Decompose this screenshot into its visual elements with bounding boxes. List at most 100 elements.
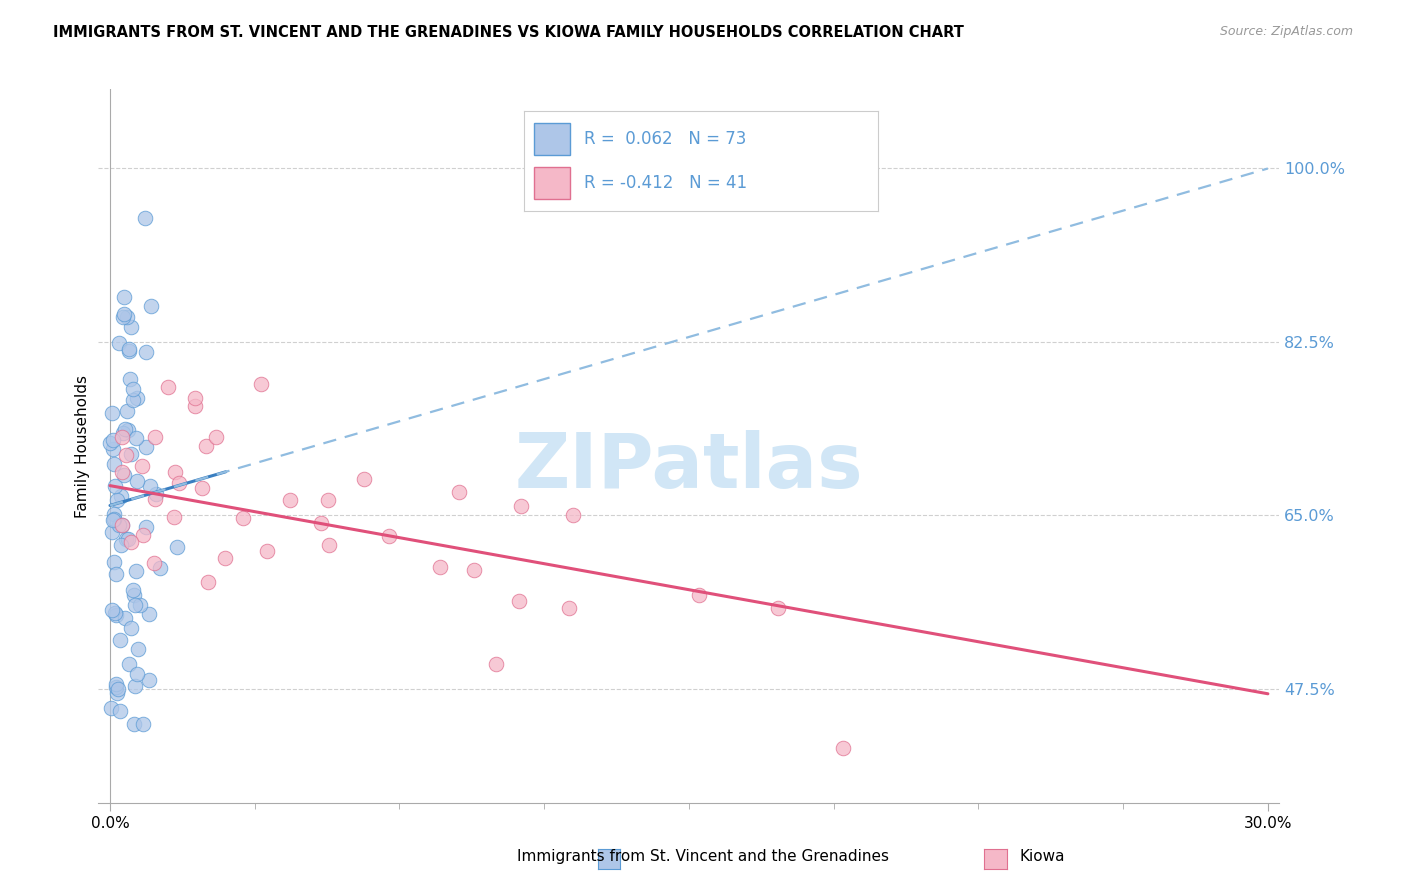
Point xyxy=(232,511,254,525)
Point xyxy=(139,299,162,313)
Point xyxy=(191,481,214,495)
Point xyxy=(105,686,128,700)
Point xyxy=(124,598,146,612)
Point xyxy=(108,336,131,351)
Point xyxy=(112,290,135,304)
Point xyxy=(353,472,375,486)
Point xyxy=(105,607,128,622)
Point xyxy=(117,423,139,437)
Point xyxy=(205,430,228,444)
Point xyxy=(311,516,333,530)
Point xyxy=(378,529,401,543)
Point xyxy=(132,528,155,542)
Point xyxy=(125,667,148,681)
Point xyxy=(100,701,122,715)
Point xyxy=(120,447,142,461)
Point xyxy=(118,343,141,358)
Point xyxy=(122,716,145,731)
Text: IMMIGRANTS FROM ST. VINCENT AND THE GRENADINES VS KIOWA FAMILY HOUSEHOLDS CORREL: IMMIGRANTS FROM ST. VINCENT AND THE GREN… xyxy=(53,25,965,40)
Point xyxy=(108,704,131,718)
Point xyxy=(108,518,131,533)
Point xyxy=(114,422,136,436)
Point xyxy=(115,448,138,462)
Point xyxy=(163,510,186,524)
Point xyxy=(111,310,134,325)
Point xyxy=(120,320,142,334)
Point xyxy=(125,474,148,488)
Point xyxy=(101,442,124,457)
Point xyxy=(135,520,157,534)
Point xyxy=(688,588,710,602)
Point xyxy=(104,677,127,691)
Point xyxy=(135,440,157,454)
Point xyxy=(121,583,143,598)
Text: Kiowa: Kiowa xyxy=(1019,849,1064,863)
Point xyxy=(508,594,530,608)
Point xyxy=(197,575,219,590)
Point xyxy=(110,465,132,479)
Point xyxy=(156,379,179,393)
Point xyxy=(138,673,160,687)
Point xyxy=(111,425,134,440)
Point xyxy=(447,484,470,499)
Point xyxy=(195,439,218,453)
Point xyxy=(169,475,191,490)
Point xyxy=(105,680,128,694)
Point xyxy=(110,518,132,533)
Point xyxy=(138,607,160,621)
Point xyxy=(112,467,135,482)
Point xyxy=(124,588,146,602)
Point xyxy=(143,492,166,507)
Point xyxy=(125,565,148,579)
Point xyxy=(135,345,157,359)
Point xyxy=(145,487,167,501)
Point xyxy=(131,458,153,473)
Point xyxy=(148,561,170,575)
Point xyxy=(110,490,132,504)
Text: Source: ZipAtlas.com: Source: ZipAtlas.com xyxy=(1219,25,1353,38)
Point xyxy=(101,406,124,420)
Point xyxy=(103,457,125,471)
Point xyxy=(117,532,139,546)
Point xyxy=(105,566,128,581)
Point xyxy=(100,524,122,539)
Point xyxy=(184,400,207,414)
Point xyxy=(558,601,581,615)
Point xyxy=(166,541,188,555)
Point xyxy=(318,539,340,553)
Point xyxy=(105,493,128,508)
Point xyxy=(118,343,141,357)
Point xyxy=(103,434,125,448)
Point xyxy=(250,377,273,392)
Point xyxy=(120,372,142,386)
Point xyxy=(184,392,207,406)
Point xyxy=(143,430,166,444)
Point xyxy=(562,508,585,523)
Point xyxy=(463,563,485,577)
Text: Immigrants from St. Vincent and the Grenadines: Immigrants from St. Vincent and the Gren… xyxy=(517,849,889,863)
Y-axis label: Family Households: Family Households xyxy=(75,375,90,517)
Point xyxy=(832,741,855,756)
Point xyxy=(125,431,148,445)
Point xyxy=(124,679,146,693)
Point xyxy=(134,211,156,225)
Point xyxy=(104,606,127,620)
Point xyxy=(101,513,124,527)
Point xyxy=(510,499,533,513)
Point xyxy=(131,716,153,731)
Point xyxy=(100,603,122,617)
Text: ZIPatlas: ZIPatlas xyxy=(515,431,863,504)
Point xyxy=(115,532,138,546)
Point xyxy=(108,632,131,647)
Point xyxy=(103,555,125,569)
Point xyxy=(100,436,122,450)
Point xyxy=(103,507,125,521)
Point xyxy=(120,535,142,549)
Point xyxy=(125,392,148,406)
Point xyxy=(107,681,129,696)
Point xyxy=(103,512,125,526)
Point xyxy=(117,310,139,325)
Point xyxy=(103,479,125,493)
Point xyxy=(139,479,162,493)
Point xyxy=(122,392,145,407)
